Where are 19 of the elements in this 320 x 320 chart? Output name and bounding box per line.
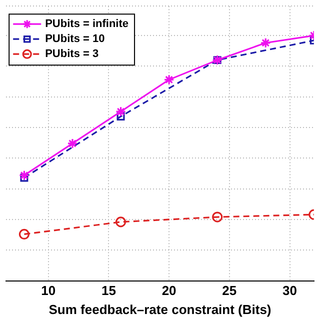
legend-label: PUbits = infinite — [45, 18, 129, 30]
point — [164, 74, 174, 85]
point — [212, 212, 223, 222]
x-tick-label: 30 — [282, 283, 297, 298]
point — [115, 106, 126, 117]
x-tick-label: 10 — [41, 283, 56, 298]
point — [116, 112, 125, 120]
x-tick-label: 20 — [162, 283, 176, 298]
point — [260, 38, 271, 48]
legend-label: PUbits = 3 — [45, 48, 99, 60]
point — [20, 174, 28, 182]
point — [18, 170, 30, 181]
point — [67, 138, 78, 149]
legend-label: PUbits = 10 — [45, 33, 105, 46]
point — [18, 228, 30, 240]
x-tick-label: 25 — [222, 283, 237, 298]
x-axis-title: Sum feedback–rate constraint (Bits) — [48, 302, 272, 317]
point — [115, 216, 126, 228]
x-tick-label: 15 — [101, 283, 116, 298]
